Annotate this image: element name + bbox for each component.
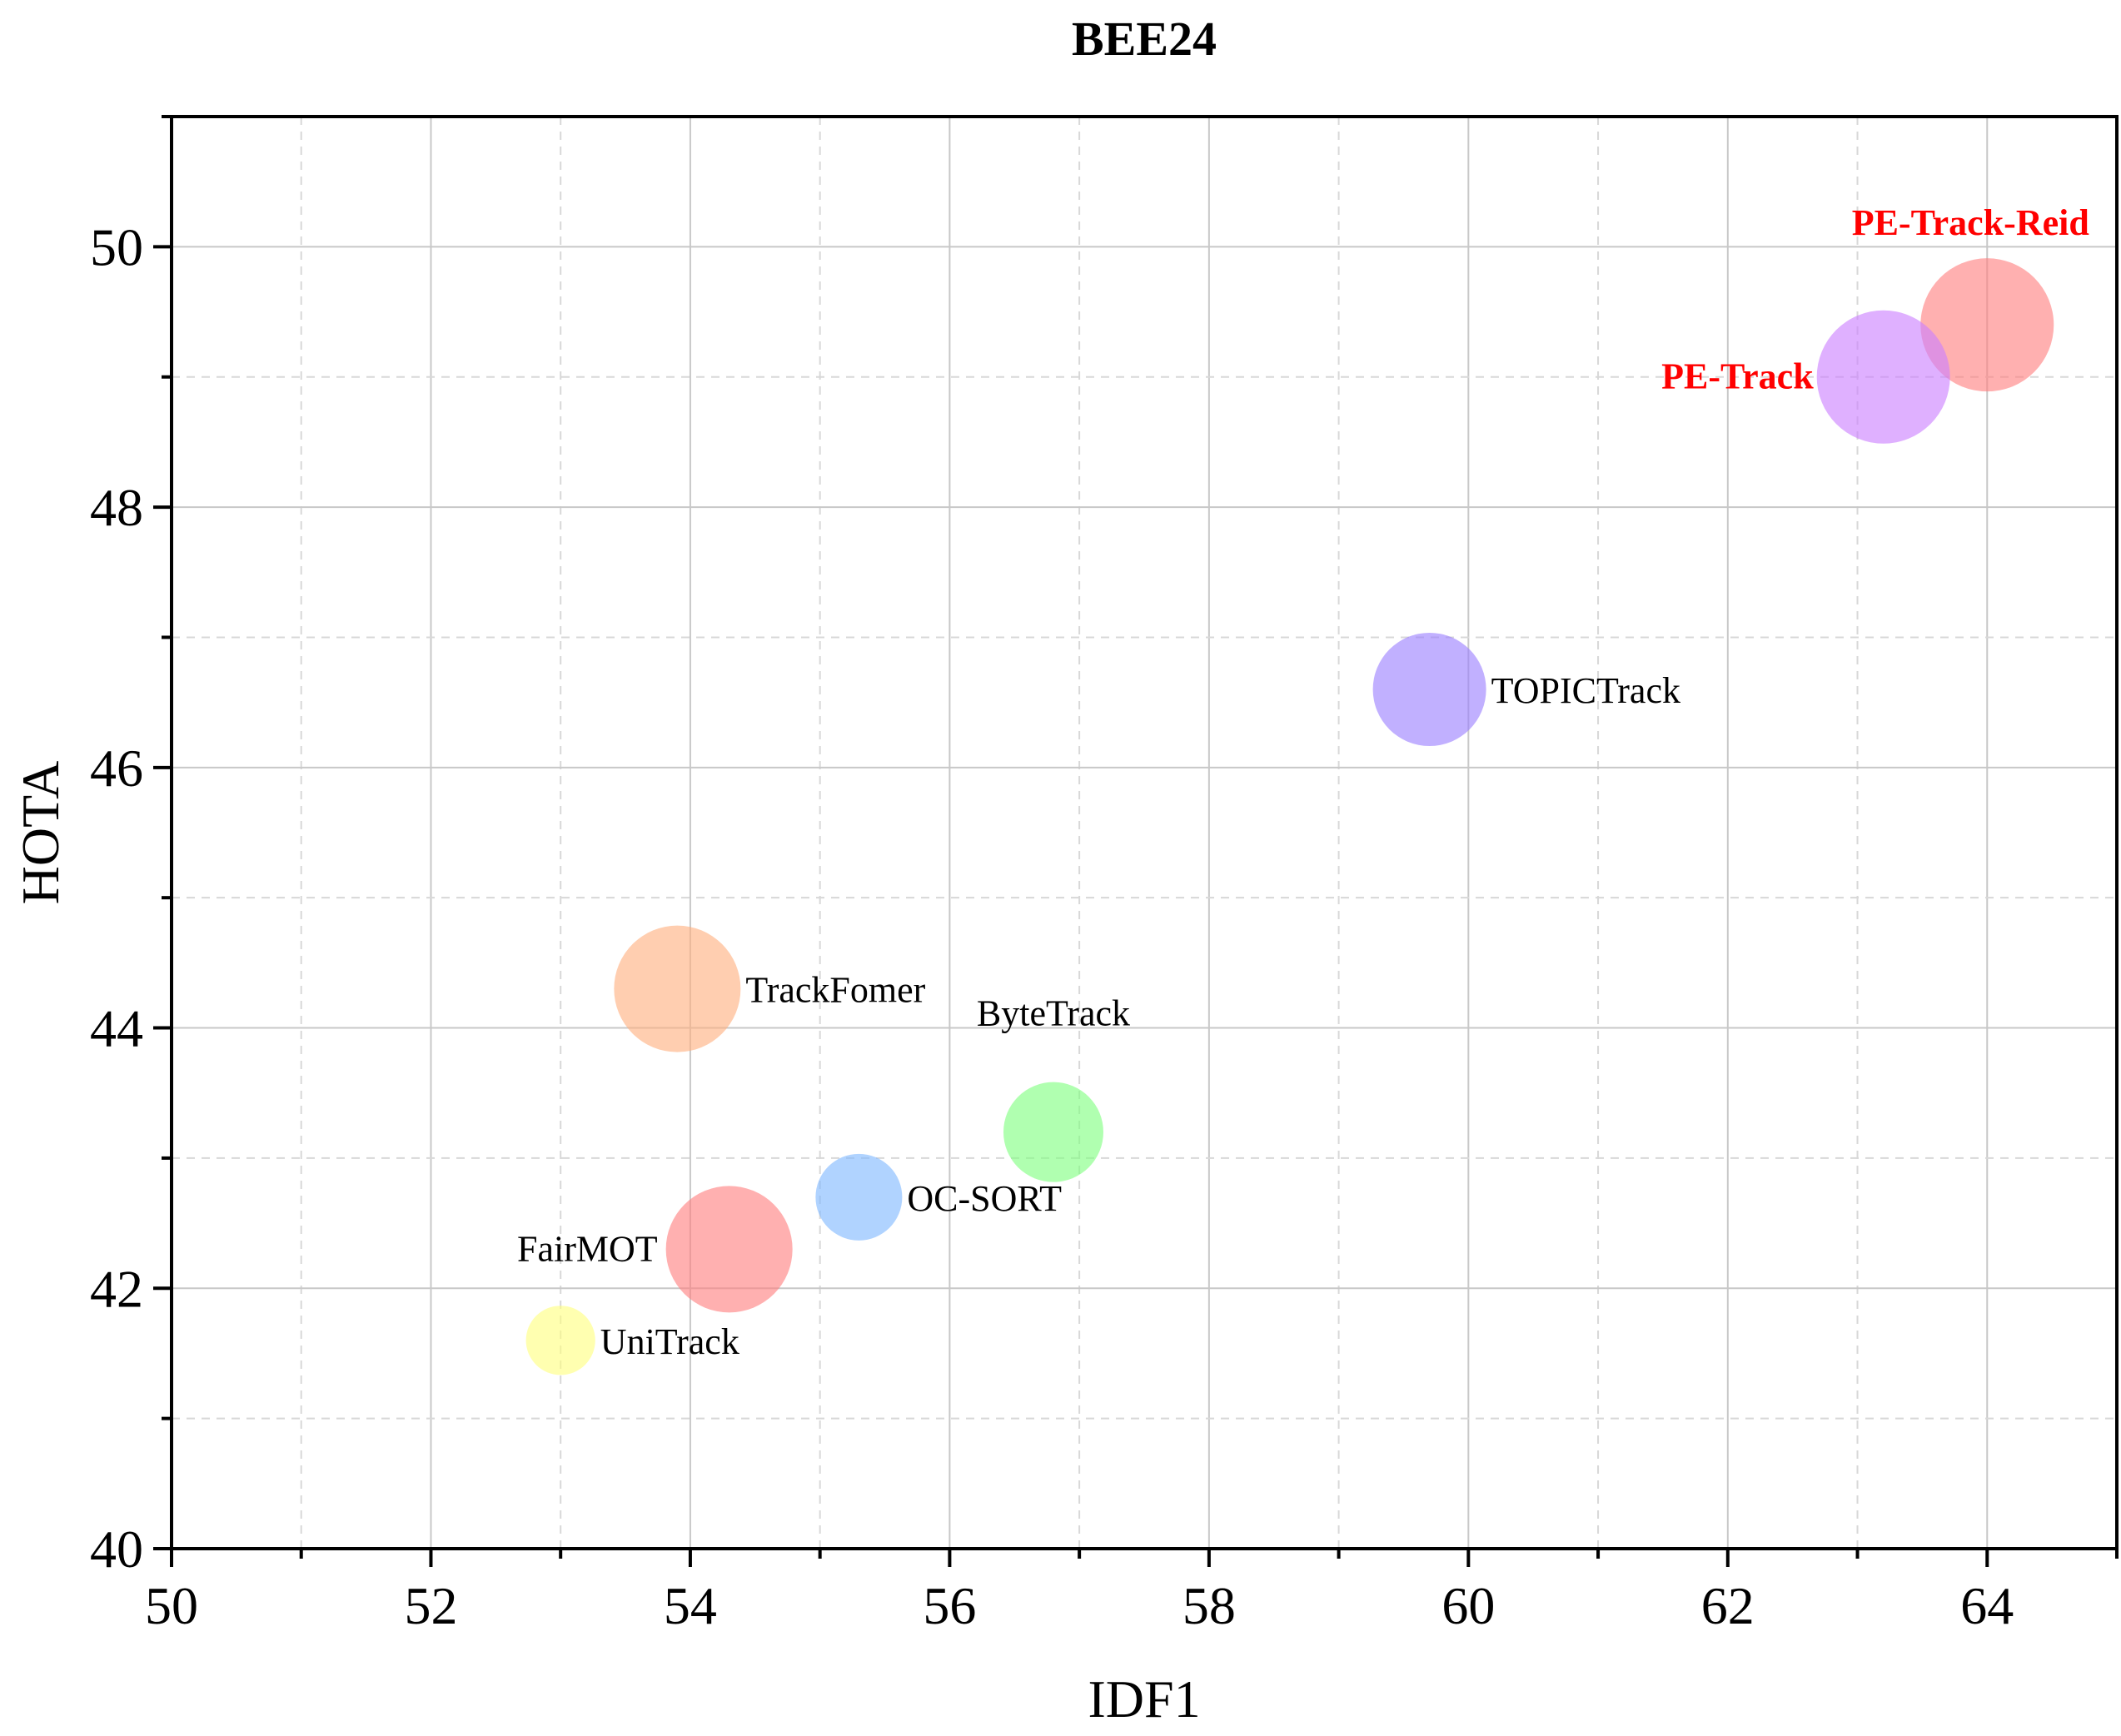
point-label: TrackFomer bbox=[745, 970, 925, 1011]
bubbles bbox=[525, 258, 2054, 1375]
bubble-pe-track-reid bbox=[1920, 258, 2054, 392]
y-tick-label: 50 bbox=[90, 217, 143, 276]
x-tick-label: 56 bbox=[923, 1576, 976, 1635]
y-tick-label: 44 bbox=[90, 999, 143, 1058]
point-labels: PE-Track-Reid PE-Track TOPICTrack TrackFome… bbox=[517, 202, 2089, 1362]
y-axis-title: HOTA bbox=[11, 761, 70, 905]
point-label: PE-Track bbox=[1661, 356, 1814, 397]
bubble-trackfomer bbox=[614, 925, 741, 1052]
x-tick-label: 58 bbox=[1182, 1576, 1236, 1635]
point-label: PE-Track-Reid bbox=[1852, 202, 2089, 243]
plot-frame bbox=[170, 115, 2119, 1550]
bubble-bytetrack bbox=[1003, 1082, 1103, 1182]
x-axis-title: IDF1 bbox=[1088, 1669, 1200, 1729]
x-tick-label: 62 bbox=[1701, 1576, 1755, 1635]
x-tick-label: 52 bbox=[404, 1576, 457, 1635]
point-label: ByteTrack bbox=[977, 993, 1130, 1034]
point-label: TOPICTrack bbox=[1491, 670, 1680, 711]
y-tick-label: 40 bbox=[90, 1520, 143, 1579]
y-tick-label: 42 bbox=[90, 1259, 143, 1318]
y-tick-label: 46 bbox=[90, 739, 143, 798]
point-label: FairMOT bbox=[517, 1228, 658, 1269]
bubble-topictrack bbox=[1372, 633, 1486, 746]
bubble-fairmot bbox=[665, 1186, 793, 1313]
x-tick-label: 50 bbox=[145, 1576, 198, 1635]
bubble-unitrack bbox=[525, 1306, 595, 1375]
y-tick-label: 48 bbox=[90, 478, 143, 537]
bubble-pe-track bbox=[1816, 310, 1950, 444]
x-tick-label: 64 bbox=[1960, 1576, 2014, 1635]
chart-title: BEE24 bbox=[1072, 12, 1217, 66]
x-tick-label: 54 bbox=[664, 1576, 717, 1635]
grid bbox=[172, 117, 2117, 1549]
x-tick-label: 60 bbox=[1441, 1576, 1495, 1635]
point-label: OC-SORT bbox=[907, 1178, 1062, 1219]
ticks: 50 52 54 56 58 60 62 64 40 42 44 46 48 50 bbox=[90, 115, 2119, 1635]
point-label: UniTrack bbox=[600, 1321, 739, 1362]
bubble-oc-sort bbox=[815, 1153, 903, 1241]
